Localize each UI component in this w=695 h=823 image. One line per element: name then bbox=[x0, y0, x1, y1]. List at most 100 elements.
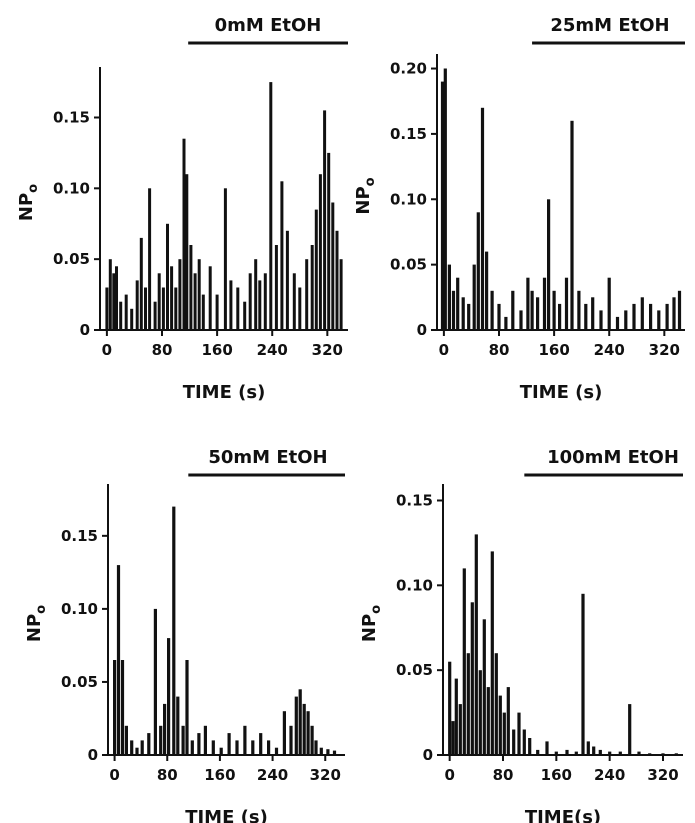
x-tick-label: 240 bbox=[594, 766, 625, 784]
bar bbox=[243, 301, 247, 330]
bar bbox=[235, 740, 239, 755]
bar bbox=[608, 751, 612, 755]
bar bbox=[486, 687, 490, 755]
bar bbox=[157, 273, 161, 330]
x-tick-label: 0 bbox=[444, 766, 454, 784]
bar bbox=[219, 747, 223, 755]
bar bbox=[607, 277, 611, 330]
y-tick-label: 0 bbox=[88, 746, 98, 764]
bar bbox=[490, 551, 494, 755]
bar bbox=[480, 107, 485, 330]
bar bbox=[306, 711, 310, 755]
x-tick-label: 320 bbox=[312, 341, 343, 359]
bar bbox=[591, 297, 595, 330]
bar bbox=[289, 725, 293, 755]
bar bbox=[113, 660, 117, 755]
bar bbox=[466, 653, 470, 755]
bar bbox=[170, 266, 174, 331]
bar bbox=[302, 703, 306, 755]
bar bbox=[536, 749, 540, 755]
bar bbox=[140, 740, 144, 755]
x-tick-label: 160 bbox=[201, 341, 232, 359]
chart-title: 0mM EtOH bbox=[215, 15, 322, 36]
x-axis-label: TIME (s) bbox=[520, 382, 603, 403]
y-tick-label: 0.05 bbox=[390, 256, 427, 274]
bar bbox=[528, 738, 532, 755]
bar bbox=[490, 290, 494, 330]
bar bbox=[506, 687, 510, 755]
bar bbox=[318, 174, 322, 330]
x-tick-label: 80 bbox=[152, 341, 173, 359]
bar bbox=[274, 245, 278, 330]
bar bbox=[120, 660, 125, 755]
bar bbox=[193, 273, 197, 330]
y-tick-label: 0.10 bbox=[53, 179, 90, 197]
bar bbox=[251, 740, 255, 755]
chart-panel-0: 0 80 160 240 320 0 0.05 0.10 0.15 0mM EtOH TIME (s… bbox=[16, 15, 348, 403]
bar bbox=[115, 266, 118, 331]
bar bbox=[584, 303, 588, 330]
bar bbox=[517, 712, 521, 755]
bar bbox=[599, 310, 603, 330]
chart-title: 50mM EtOH bbox=[208, 447, 327, 468]
y-tick-label: 0 bbox=[80, 321, 90, 339]
bar bbox=[274, 747, 279, 755]
y-axis-label-main: NP bbox=[16, 193, 37, 221]
y-tick-label: 0.05 bbox=[53, 250, 90, 268]
y-tick-label: 0.05 bbox=[61, 673, 98, 691]
bar bbox=[512, 729, 516, 755]
bar bbox=[185, 660, 189, 755]
bar bbox=[522, 729, 526, 755]
bar bbox=[174, 287, 178, 330]
bar bbox=[314, 209, 318, 330]
bar bbox=[564, 277, 569, 330]
bar bbox=[326, 749, 330, 755]
bar bbox=[130, 740, 134, 755]
bar bbox=[332, 750, 337, 755]
y-axis-label: NPo bbox=[353, 177, 378, 214]
y-axis-label: NPo bbox=[359, 605, 384, 642]
bar bbox=[494, 653, 498, 755]
bar bbox=[558, 303, 562, 330]
bar bbox=[497, 303, 501, 330]
y-tick-label: 0 bbox=[423, 746, 433, 764]
bar bbox=[331, 202, 335, 330]
y-tick-label: 0 bbox=[417, 321, 427, 339]
y-tick-label: 0.10 bbox=[396, 576, 433, 594]
bar bbox=[148, 188, 152, 330]
bar bbox=[554, 751, 558, 755]
bar bbox=[236, 287, 240, 330]
bar bbox=[211, 740, 215, 755]
bar bbox=[172, 506, 176, 755]
bar bbox=[119, 301, 123, 330]
bar bbox=[163, 703, 167, 755]
y-tick-label: 0.05 bbox=[396, 661, 433, 679]
bar bbox=[478, 670, 482, 755]
bar bbox=[502, 712, 506, 755]
bar bbox=[598, 749, 602, 755]
y-axis-label-sub: o bbox=[26, 184, 41, 193]
bar bbox=[470, 602, 474, 755]
bar bbox=[190, 740, 194, 755]
y-tick-label: 0.15 bbox=[396, 491, 433, 509]
bar bbox=[649, 303, 653, 330]
x-tick-label: 160 bbox=[541, 766, 572, 784]
x-tick-label: 80 bbox=[493, 766, 514, 784]
bar bbox=[447, 264, 451, 330]
x-tick-label: 320 bbox=[310, 766, 341, 784]
bar bbox=[215, 294, 219, 330]
bar bbox=[305, 259, 309, 330]
y-axis-label-main: NP bbox=[353, 186, 374, 214]
bar bbox=[581, 593, 585, 755]
x-tick-label: 80 bbox=[489, 341, 510, 359]
x-tick-label: 240 bbox=[594, 341, 625, 359]
bar bbox=[482, 619, 486, 755]
bar bbox=[451, 721, 455, 755]
bar bbox=[474, 534, 478, 755]
bar bbox=[618, 751, 622, 755]
x-axis-label: TIME(s) bbox=[525, 807, 601, 823]
bar bbox=[282, 711, 286, 755]
bar bbox=[147, 733, 151, 755]
bar bbox=[665, 303, 669, 330]
bar bbox=[161, 287, 165, 330]
